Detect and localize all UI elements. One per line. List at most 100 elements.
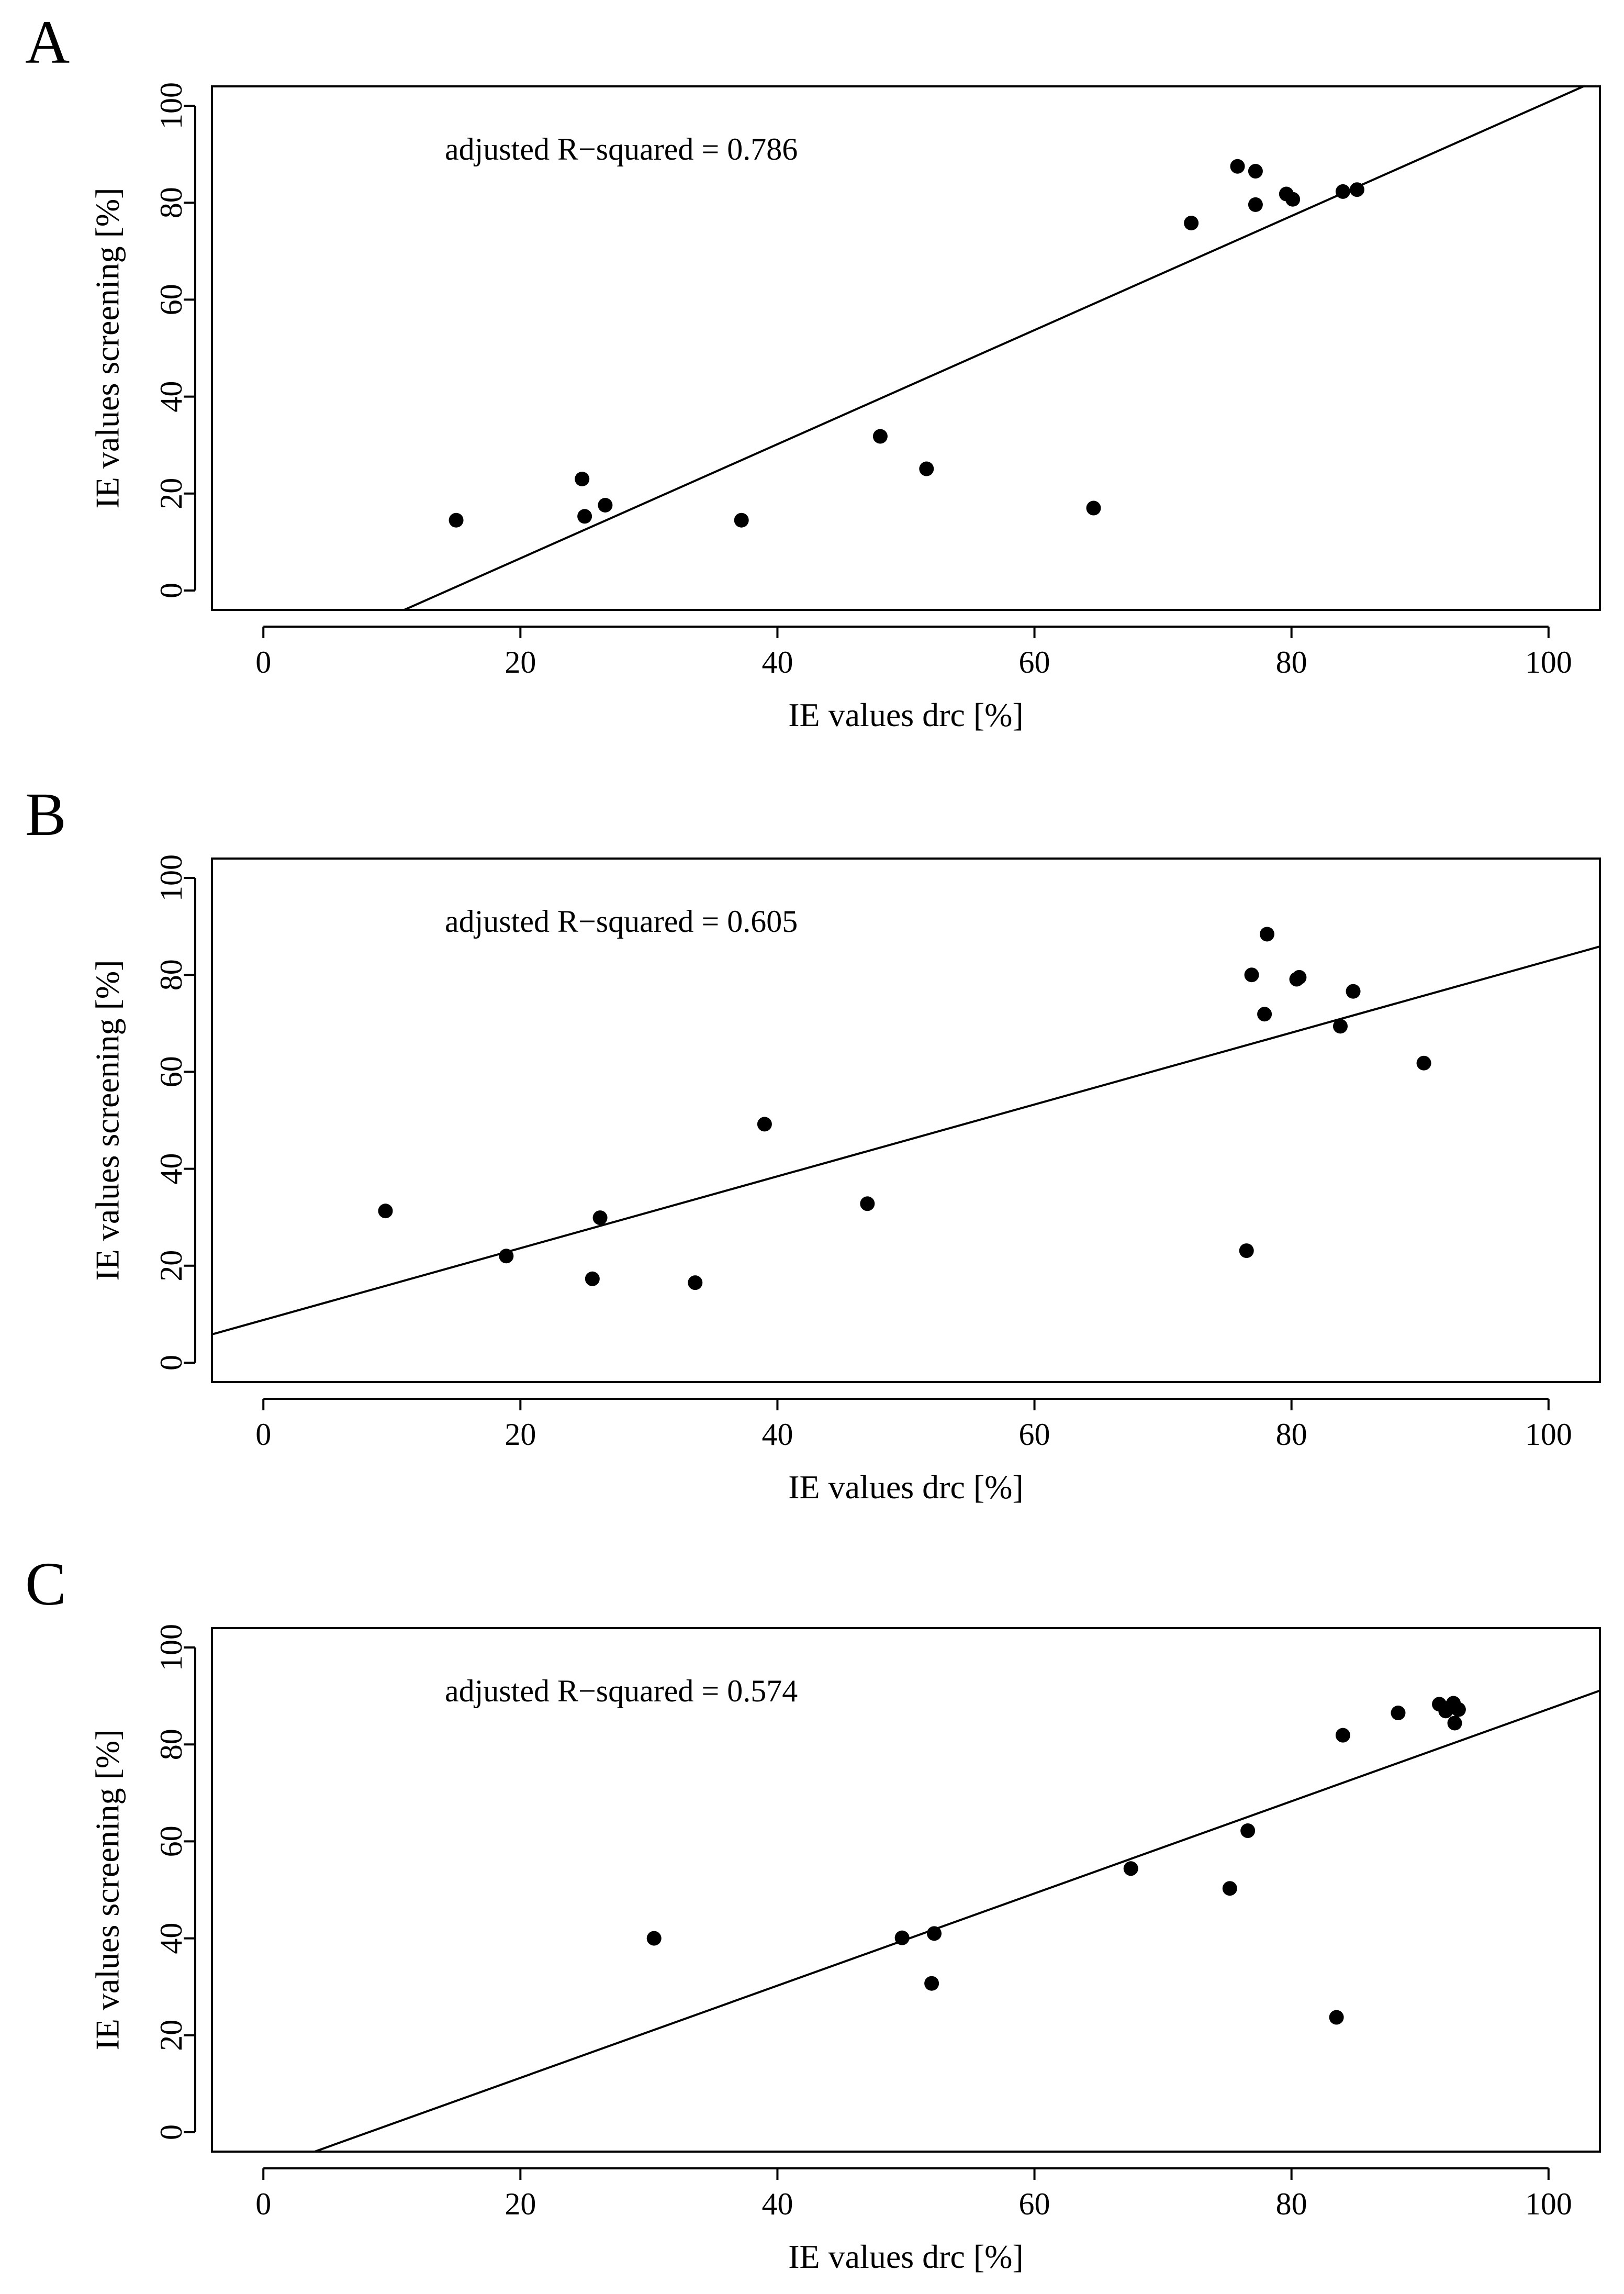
- data-point: [575, 472, 590, 486]
- x-tick-label: 60: [1019, 645, 1050, 680]
- y-tick-label: 100: [154, 82, 188, 129]
- r-squared-annotation: adjusted R−squared = 0.605: [445, 904, 798, 939]
- data-point: [919, 461, 934, 476]
- data-point: [585, 1271, 600, 1286]
- y-tick-label: 20: [154, 1250, 188, 1282]
- panel-label: A: [25, 8, 70, 76]
- y-tick-label: 60: [154, 1825, 188, 1857]
- y-tick-label: 100: [154, 854, 188, 901]
- data-point: [1335, 184, 1350, 199]
- data-point: [924, 1976, 939, 1991]
- x-tick-label: 100: [1525, 645, 1572, 680]
- r-squared-annotation: adjusted R−squared = 0.574: [445, 1674, 798, 1708]
- x-tick-label: 0: [255, 2187, 271, 2221]
- x-tick-label: 80: [1276, 2187, 1307, 2221]
- y-tick-label: 80: [154, 187, 188, 218]
- y-axis: 0 20 40 60 80 100: [154, 82, 196, 598]
- x-tick-label: 20: [505, 2187, 536, 2221]
- x-tick-label: 40: [761, 1417, 793, 1452]
- x-tick-label: 20: [505, 1417, 536, 1452]
- plot-area: [311, 1689, 1600, 2152]
- data-point: [757, 1117, 772, 1132]
- x-tick-label: 20: [505, 645, 536, 680]
- x-tick-label: 40: [761, 645, 793, 680]
- x-tick-label: 60: [1019, 1417, 1050, 1452]
- y-tick-label: 80: [154, 959, 188, 990]
- y-tick-label: 0: [154, 583, 188, 598]
- panel-a: A 0 20 40 60 80 100 IE values drc [%] 0 20 40 60 80 1…: [25, 8, 1601, 733]
- y-tick-label: 0: [154, 2124, 188, 2140]
- data-point: [1447, 1716, 1462, 1731]
- data-point: [1260, 927, 1275, 942]
- data-point: [592, 1210, 608, 1226]
- y-axis: 0 20 40 60 80 100: [154, 854, 196, 1371]
- x-tick-label: 100: [1525, 2187, 1572, 2221]
- plot-frame: [211, 85, 1601, 611]
- data-point: [378, 1204, 393, 1219]
- data-point: [1222, 1881, 1237, 1896]
- data-point: [894, 1930, 910, 1945]
- plot-area: [401, 86, 1586, 610]
- x-tick-label: 40: [761, 2187, 793, 2221]
- data-point: [1244, 967, 1259, 983]
- panel-label: C: [25, 1550, 66, 1618]
- data-point: [1346, 984, 1361, 999]
- y-tick-label: 40: [154, 381, 188, 413]
- plot-frame: [211, 858, 1601, 1383]
- data-point: [1391, 1706, 1406, 1721]
- data-point: [577, 509, 592, 524]
- data-point: [1248, 197, 1263, 212]
- data-point: [449, 513, 464, 528]
- y-tick-label: 80: [154, 1729, 188, 1760]
- data-point: [688, 1275, 703, 1290]
- data-point: [1329, 2010, 1344, 2025]
- y-axis-label: IE values screening [%]: [89, 187, 126, 508]
- data-point: [1248, 164, 1263, 179]
- data-point: [1335, 1728, 1350, 1743]
- data-point: [1257, 1007, 1272, 1022]
- y-tick-label: 20: [154, 2020, 188, 2051]
- x-axis-label: IE values drc [%]: [788, 696, 1024, 733]
- y-axis-label: IE values screening [%]: [89, 960, 126, 1280]
- data-point: [1230, 159, 1245, 174]
- data-point: [1184, 216, 1199, 231]
- data-point: [1123, 1861, 1138, 1876]
- y-axis-label: IE values screening [%]: [89, 1729, 126, 2050]
- x-axis: 0 20 40 60 80 100: [255, 626, 1572, 680]
- data-point: [1285, 192, 1301, 207]
- y-tick-label: 100: [154, 1624, 188, 1671]
- data-point: [1292, 970, 1307, 985]
- data-point: [1349, 182, 1364, 197]
- panel-c: C 0 20 40 60 80 100 IE values drc [%] 0 20 40 60 80 1…: [25, 1550, 1601, 2275]
- plot-area: [212, 927, 1600, 1335]
- data-point: [734, 513, 749, 528]
- plot-frame: [211, 1627, 1601, 2153]
- panel-b: B 0 20 40 60 80 100 IE values drc [%] 0 20 40 60 80 1…: [25, 780, 1601, 1506]
- data-point: [927, 1926, 942, 1941]
- data-point: [499, 1249, 514, 1264]
- x-tick-label: 100: [1525, 1417, 1572, 1452]
- data-point: [860, 1196, 875, 1211]
- data-point: [598, 498, 613, 513]
- regression-line: [401, 86, 1586, 610]
- y-axis: 0 20 40 60 80 100: [154, 1624, 196, 2140]
- x-axis: 0 20 40 60 80 100: [255, 2167, 1572, 2221]
- data-point: [1239, 1243, 1254, 1259]
- data-point: [1416, 1055, 1431, 1071]
- y-tick-label: 0: [154, 1355, 188, 1371]
- x-axis-label: IE values drc [%]: [788, 1468, 1024, 1506]
- panel-label: B: [25, 780, 66, 849]
- data-point: [1086, 500, 1101, 516]
- y-tick-label: 40: [154, 1153, 188, 1185]
- x-tick-label: 60: [1019, 2187, 1050, 2221]
- x-tick-label: 80: [1276, 645, 1307, 680]
- x-tick-label: 0: [255, 1417, 271, 1452]
- y-tick-label: 60: [154, 284, 188, 315]
- y-tick-label: 40: [154, 1923, 188, 1954]
- x-tick-label: 80: [1276, 1417, 1307, 1452]
- data-point: [1332, 1019, 1348, 1034]
- data-point: [872, 429, 888, 444]
- x-axis-label: IE values drc [%]: [788, 2238, 1024, 2275]
- y-tick-label: 20: [154, 478, 188, 509]
- data-point: [1240, 1823, 1256, 1839]
